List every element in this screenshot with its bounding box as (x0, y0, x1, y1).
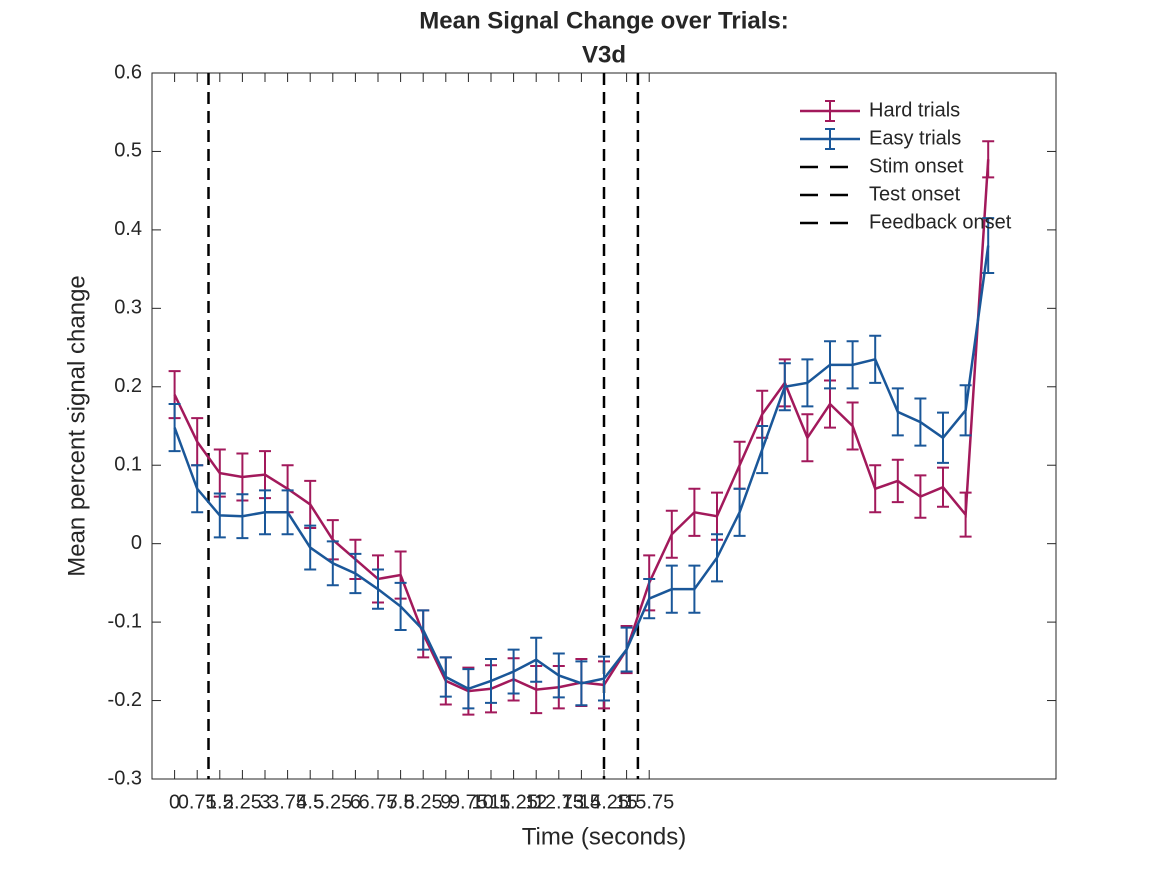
x-tick-label: 6.75 (359, 791, 398, 813)
x-tick-label: 9.75 (449, 791, 488, 813)
error-bar (168, 403, 181, 453)
x-tick-label: 1.5 (206, 791, 234, 813)
x-tick-label: 12 (525, 791, 547, 813)
x-tick-label: 3.75 (268, 791, 307, 813)
error-bar (733, 487, 746, 537)
x-tick-label: 2.25 (223, 791, 262, 813)
error-bar (778, 362, 791, 412)
legend-label: Test onset (869, 183, 961, 205)
error-bar (598, 655, 610, 702)
y-tick-label: 0.4 (114, 218, 142, 240)
error-bar (665, 564, 678, 614)
error-bar (665, 509, 678, 559)
error-bar (982, 140, 995, 179)
error-bar (349, 552, 362, 595)
x-tick-label: 13.5 (562, 791, 601, 813)
error-bar (417, 609, 430, 651)
error-bar (507, 648, 520, 695)
legend-swatch (825, 100, 835, 122)
error-bar (552, 652, 565, 699)
y-tick-label: 0.2 (114, 375, 142, 397)
x-tick-label: 0 (169, 791, 180, 813)
error-bar (643, 577, 656, 620)
y-tick-label: 0.1 (114, 454, 142, 476)
x-tick-label: 9 (440, 791, 451, 813)
error-bar (891, 387, 904, 437)
error-bar (711, 533, 723, 583)
error-bar (959, 491, 972, 538)
y-tick-label: -0.1 (108, 610, 142, 632)
legend-label: Easy trials (869, 127, 961, 149)
error-bar (485, 657, 497, 704)
error-bar (869, 464, 882, 514)
error-bar (824, 340, 836, 390)
error-bar (213, 492, 226, 539)
legend-label: Feedback onset (869, 211, 1012, 233)
error-bar (756, 425, 769, 475)
x-tick-label: 5.25 (313, 791, 352, 813)
y-tick-label: 0.5 (114, 140, 142, 162)
error-bar (372, 568, 384, 610)
error-bar (191, 464, 204, 514)
error-bar (891, 458, 904, 504)
y-tick-label: -0.2 (108, 689, 142, 711)
error-bar (575, 660, 588, 707)
error-bar (869, 334, 882, 384)
error-bar (801, 358, 814, 408)
error-bar (620, 626, 633, 673)
error-bar (259, 489, 271, 536)
x-axis-label: Time (seconds) (522, 823, 686, 850)
error-bar (801, 413, 814, 463)
legend-label: Stim onset (869, 155, 964, 177)
x-tick-label: 15 (615, 791, 637, 813)
error-bar (914, 474, 927, 519)
error-bar (959, 384, 972, 437)
x-tick-label: 4.5 (296, 791, 324, 813)
y-axis-label: Mean percent signal change (63, 275, 90, 577)
error-bar (439, 656, 452, 698)
error-bar (236, 493, 249, 540)
y-tick-label: 0.6 (114, 61, 142, 83)
error-bar (688, 487, 701, 537)
error-bar (846, 340, 859, 390)
x-tick-label: 3 (259, 791, 270, 813)
error-bar (530, 636, 543, 683)
error-bar (937, 411, 949, 464)
error-bar (846, 401, 859, 451)
chart-title: Mean Signal Change over Trials: (419, 7, 788, 34)
error-bar (394, 581, 407, 631)
error-bar (281, 489, 294, 536)
legend-label: Hard trials (869, 99, 960, 121)
chart-title: V3d (582, 41, 626, 68)
error-bar (914, 397, 927, 447)
y-tick-label: 0 (131, 532, 142, 554)
x-tick-label: 6 (350, 791, 361, 813)
x-tick-label: 11.25 (489, 791, 538, 813)
error-bar (688, 564, 701, 614)
x-tick-label: 14.25 (579, 791, 629, 813)
y-tick-label: 0.3 (114, 297, 142, 319)
error-bar (937, 466, 949, 508)
x-tick-label: 8.25 (404, 791, 443, 813)
x-tick-label: 15.75 (624, 791, 674, 813)
error-bar (326, 540, 339, 587)
error-bar (982, 217, 995, 275)
legend-swatch (825, 128, 835, 150)
y-tick-label: -0.3 (108, 767, 142, 789)
error-bar (462, 668, 475, 710)
x-tick-label: 7.5 (387, 791, 415, 813)
error-bar (304, 524, 317, 571)
x-tick-label: 12.75 (534, 791, 584, 813)
x-tick-label: 10.5 (472, 791, 511, 813)
x-tick-label: 0.75 (178, 791, 217, 813)
